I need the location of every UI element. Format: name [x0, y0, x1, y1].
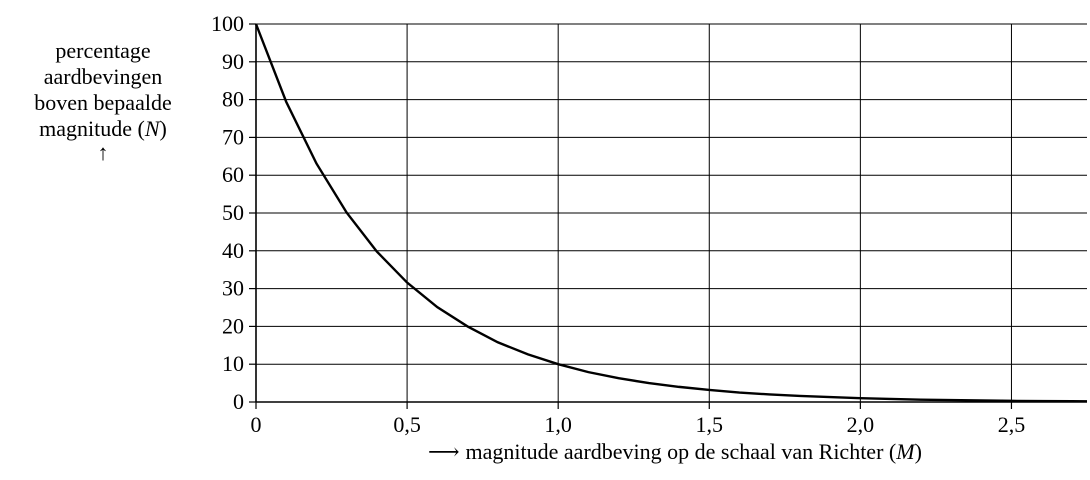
y-tick-label: 30 [222, 276, 244, 301]
x-tick-label: 1,0 [544, 412, 572, 437]
y-tick-label: 50 [222, 200, 244, 225]
x-axis-variable: M [896, 439, 915, 464]
y-axis-variable: N [144, 116, 160, 141]
y-tick-label: 70 [222, 124, 244, 149]
x-tick-label: 0 [251, 412, 262, 437]
grid-lines [249, 23, 1087, 409]
y-axis-label-line-1: percentage [55, 38, 151, 63]
y-tick-label: 100 [211, 11, 244, 36]
y-axis-label-line-2: aardbevingen [43, 64, 163, 89]
x-tick-label: 0,5 [393, 412, 421, 437]
y-axis-label: percentage aardbevingen boven bepaalde m… [0, 38, 206, 164]
x-tick-label: 2,5 [998, 412, 1026, 437]
up-arrow-icon: ↑ [97, 140, 109, 165]
data-series-curve [254, 23, 1088, 403]
y-axis-label-line-3: boven bepaalde [34, 90, 172, 115]
y-tick-label: 90 [222, 49, 244, 74]
x-axis-label-text: magnitude aardbeving op de schaal van Ri… [465, 439, 897, 464]
y-tick-label: 40 [222, 238, 244, 263]
y-tick-label: 20 [222, 313, 244, 338]
y-tick-label: 80 [222, 87, 244, 112]
x-tick-label: 1,5 [696, 412, 724, 437]
y-axis-label-line-4: magnitude (N) [0, 116, 206, 142]
y-axis-label-close: ) [159, 116, 167, 141]
x-axis-label-close: ) [914, 439, 922, 464]
x-tick-label: 2,0 [847, 412, 875, 437]
y-tick-label: 60 [222, 162, 244, 187]
y-tick-label: 10 [222, 351, 244, 376]
x-axis-label: ⟶ magnitude aardbeving op de schaal van R… [428, 438, 1088, 466]
y-axis-label-text: magnitude ( [39, 116, 145, 141]
y-tick-label: 0 [233, 389, 244, 414]
right-arrow-icon: ⟶ [428, 439, 460, 464]
tick-labels: 0 10 20 30 40 50 60 70 80 90 100 0 0,5 1,0 1,5 2,0 2,5 [211, 11, 1025, 437]
